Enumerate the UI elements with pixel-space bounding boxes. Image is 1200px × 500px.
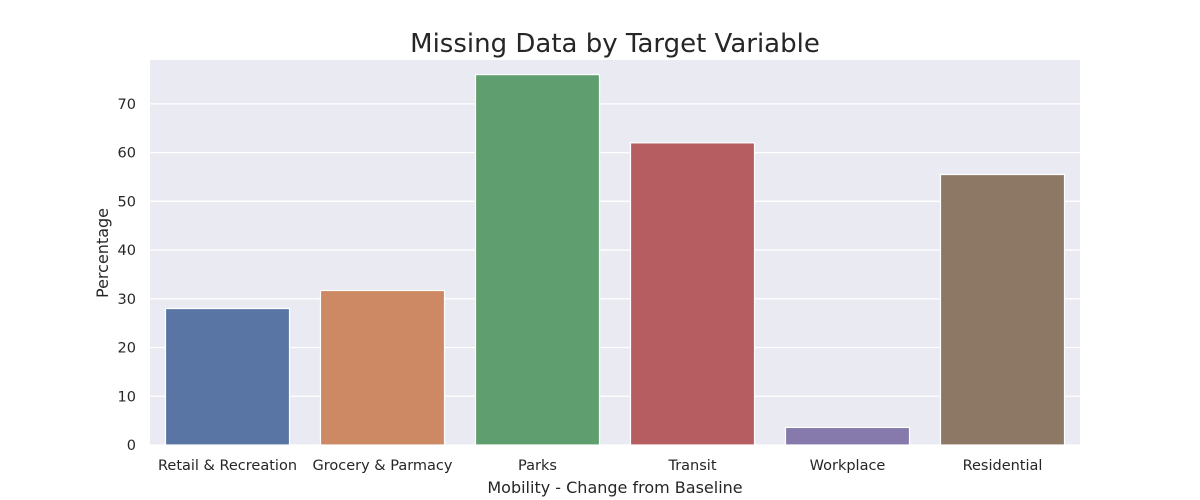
y-tick-label: 40	[118, 243, 136, 259]
y-tick-label: 60	[118, 146, 136, 162]
x-tick-label: Workplace	[810, 458, 886, 474]
bar-workplace	[784, 426, 911, 446]
x-tick-label: Parks	[518, 458, 557, 474]
bar-retail-recreation	[164, 307, 291, 446]
x-tick-label: Residential	[963, 458, 1043, 474]
x-tick-label: Transit	[667, 458, 716, 474]
chart-title: Missing Data by Target Variable	[410, 29, 820, 59]
bar-transit	[629, 142, 756, 446]
y-axis-label: Percentage	[93, 208, 112, 298]
x-axis-label: Mobility - Change from Baseline	[487, 478, 742, 497]
bar-residential	[939, 173, 1066, 446]
plot-area	[150, 60, 1080, 445]
bars	[164, 74, 1066, 446]
x-tick-label: Grocery & Parmacy	[313, 458, 453, 474]
y-tick-label: 70	[118, 97, 136, 113]
y-tick-label: 50	[118, 194, 136, 210]
bar-grocery-parmacy	[319, 289, 446, 446]
y-tick-label: 30	[118, 292, 136, 308]
gridlines	[150, 103, 1080, 446]
y-axis-ticks: 0 10 20 30 40 50 60 70	[118, 97, 136, 454]
bar-parks	[474, 74, 601, 446]
x-tick-label: Retail & Recreation	[158, 458, 297, 474]
y-tick-label: 20	[118, 341, 136, 357]
y-tick-label: 0	[127, 438, 136, 454]
x-axis-ticks: Retail & Recreation Grocery & Parmacy Park…	[158, 458, 1042, 474]
y-tick-label: 10	[118, 389, 136, 405]
